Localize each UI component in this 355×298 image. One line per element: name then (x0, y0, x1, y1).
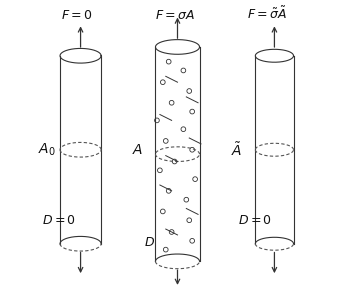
Text: $A$: $A$ (132, 143, 144, 157)
Text: $F = 0$: $F = 0$ (61, 9, 93, 22)
Text: $\tilde{A}$: $\tilde{A}$ (231, 141, 242, 159)
Text: $D = 0$: $D = 0$ (238, 214, 272, 227)
Text: $D = 0$: $D = 0$ (42, 214, 76, 227)
Text: $F = \tilde{\sigma}\tilde{A}$: $F = \tilde{\sigma}\tilde{A}$ (246, 6, 287, 22)
Text: $A_0$: $A_0$ (38, 142, 56, 158)
Text: $F = \sigma A$: $F = \sigma A$ (155, 9, 196, 22)
Text: $D$: $D$ (144, 236, 155, 249)
